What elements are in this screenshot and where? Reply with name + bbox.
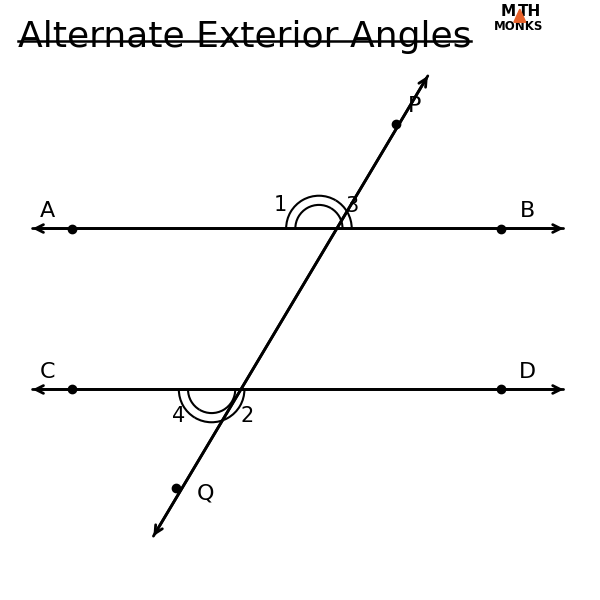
Text: Alternate Exterior Angles: Alternate Exterior Angles (18, 20, 472, 54)
Text: 4: 4 (172, 406, 185, 427)
Text: TH: TH (518, 4, 541, 19)
Text: M: M (500, 4, 515, 19)
Polygon shape (514, 9, 526, 22)
Text: 1: 1 (274, 194, 287, 215)
Text: MONKS: MONKS (494, 20, 544, 33)
Text: D: D (519, 362, 536, 382)
Text: C: C (40, 362, 55, 382)
Text: P: P (407, 97, 421, 116)
Text: 3: 3 (345, 196, 358, 216)
Text: Q: Q (197, 484, 214, 504)
Text: A: A (40, 200, 55, 221)
Text: 2: 2 (241, 406, 254, 427)
Text: B: B (520, 200, 535, 221)
